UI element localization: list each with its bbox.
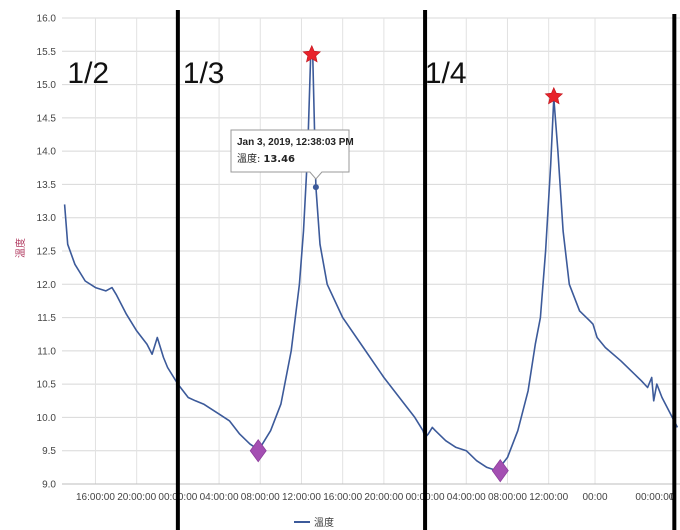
y-tick-label: 10.5 — [37, 380, 57, 391]
legend[interactable]: 溫度 — [294, 516, 334, 529]
x-tick-label: 08:00:00 — [241, 492, 280, 503]
y-tick-label: 14.5 — [37, 113, 57, 124]
temperature-series-line[interactable] — [63, 53, 679, 472]
y-tick-label: 13.0 — [37, 213, 57, 224]
y-tick-label: 10.0 — [37, 413, 57, 424]
peak-star-marker — [302, 44, 322, 63]
tooltip-point — [312, 184, 319, 191]
tooltip-box — [230, 129, 350, 180]
tooltip-body: 溫度: 13.46 — [237, 152, 295, 165]
x-tick-label: 16:00:00 — [76, 492, 115, 503]
markers — [249, 44, 564, 483]
y-tick-label: 15.5 — [37, 47, 57, 58]
day-label: 1/2 — [67, 57, 109, 90]
trough-diamond-marker — [249, 439, 267, 463]
x-tick-label: 20:00:00 — [364, 492, 403, 503]
y-tick-label: 13.5 — [37, 180, 57, 191]
x-axis-ticks: 16:00:0020:00:0000:00:0004:00:0008:00:00… — [76, 492, 676, 503]
legend-label: 溫度 — [314, 516, 334, 529]
y-tick-label: 9.0 — [42, 480, 56, 491]
peak-star-marker — [544, 86, 564, 105]
x-tick-label: 12:00:00 — [282, 492, 321, 503]
x-tick-label: 04:00:00 — [447, 492, 486, 503]
x-tick-label: 20:00:00 — [117, 492, 156, 503]
x-tick-label: 12:00:00 — [529, 492, 568, 503]
grid-lines — [62, 17, 680, 485]
data-tooltip: Jan 3, 2019, 12:38:03 PM 溫度: 13.46 — [230, 129, 354, 191]
x-tick-label: 16:00:00 — [323, 492, 362, 503]
x-tick-label: 00:00:00 — [635, 492, 674, 503]
y-tick-label: 11.0 — [37, 346, 56, 357]
day-labels: 1/2 1/3 1/4 — [67, 57, 466, 90]
tooltip-label: 溫度: — [237, 152, 260, 165]
day-label: 1/4 — [425, 57, 467, 90]
day-dividers — [175, 10, 677, 530]
tooltip-title: Jan 3, 2019, 12:38:03 PM — [237, 137, 354, 148]
y-tick-label: 12.5 — [37, 247, 57, 258]
y-tick-label: 15.0 — [37, 80, 57, 91]
y-tick-label: 12.0 — [37, 280, 57, 291]
y-tick-label: 9.5 — [42, 446, 56, 457]
x-tick-label: 08:00:00 — [488, 492, 527, 503]
y-axis-label: 溫度 — [14, 238, 27, 258]
x-tick-label: 00:00 — [583, 492, 608, 503]
day-label: 1/3 — [183, 57, 225, 90]
tooltip-value: 13.46 — [263, 154, 295, 165]
y-tick-label: 11.5 — [37, 313, 56, 324]
x-tick-label: 04:00:00 — [200, 492, 239, 503]
trough-diamond-marker — [491, 459, 509, 483]
y-tick-label: 16.0 — [37, 14, 57, 25]
y-tick-label: 14.0 — [37, 147, 57, 158]
y-axis-ticks: 9.0 9.5 10.0 10.5 11.0 11.5 12.0 12.5 13.0 13.5 14… — [37, 14, 57, 491]
